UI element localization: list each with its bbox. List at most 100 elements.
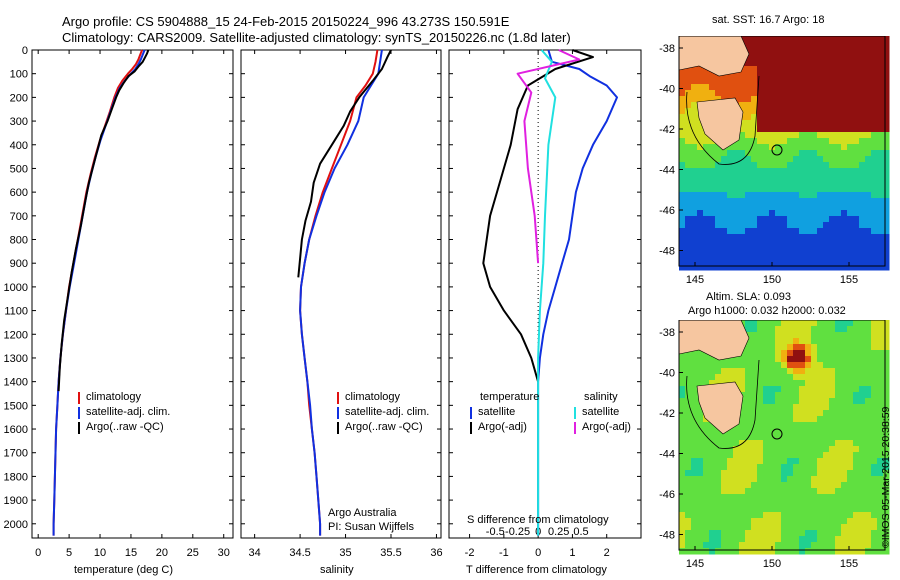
x-tick-label: 5 (66, 547, 72, 559)
legend-label: satellite-adj. clim. (86, 406, 171, 418)
map-cell (697, 162, 704, 169)
map-cell (883, 500, 890, 507)
map-cell (793, 506, 800, 513)
map-cell (871, 458, 878, 465)
map-cell (685, 518, 692, 525)
map-cell (823, 246, 830, 253)
map-cell (829, 458, 836, 465)
map-cell (847, 470, 854, 477)
map-cell (739, 464, 746, 471)
map-cell (877, 264, 884, 271)
map-cell (769, 96, 776, 103)
map-cell (763, 216, 770, 223)
map-cell (781, 192, 788, 199)
map-cell (697, 240, 704, 247)
map-cell (697, 150, 704, 157)
map-cell (709, 428, 716, 435)
map-cell (841, 66, 848, 73)
map-cell (877, 72, 884, 79)
map-cell (853, 344, 860, 351)
map-cell (679, 434, 686, 441)
map-cell (817, 60, 824, 67)
map-cell (709, 228, 716, 235)
map-cell (865, 452, 872, 459)
y-tick-label: 1700 (4, 448, 28, 460)
map-cell (883, 434, 890, 441)
map-cell (865, 350, 872, 357)
map-cell (823, 320, 830, 327)
map-cell (751, 204, 758, 211)
map-cell (745, 404, 752, 411)
map-cell (691, 216, 698, 223)
map-cell (829, 54, 836, 61)
map-cell (859, 458, 866, 465)
map-cell (781, 422, 788, 429)
map-cell (883, 350, 890, 357)
map-cell (871, 96, 878, 103)
map-cell (847, 410, 854, 417)
map-cell (775, 60, 782, 67)
map-cell (685, 416, 692, 423)
map-cell (691, 476, 698, 483)
map-cell (883, 332, 890, 339)
map-cell (793, 470, 800, 477)
map-cell (841, 192, 848, 199)
map-cell (811, 380, 818, 387)
map-cell (823, 180, 830, 187)
map-cell (769, 198, 776, 205)
map-cell (841, 114, 848, 121)
legend-swatch-satellite (78, 407, 80, 419)
map-cell (865, 524, 872, 531)
map-cell (757, 240, 764, 247)
map-cell (697, 356, 704, 363)
map-cell (865, 512, 872, 519)
map-cell (697, 264, 704, 271)
map-cell (721, 488, 728, 495)
map-cell (751, 150, 758, 157)
map-cell (883, 144, 890, 151)
map-cell (847, 332, 854, 339)
map-cell (865, 344, 872, 351)
map-cell (691, 192, 698, 199)
map-cell (691, 198, 698, 205)
map-cell (709, 156, 716, 163)
map-cell (697, 228, 704, 235)
y-tick-label: 1500 (4, 400, 28, 412)
map-cell (763, 434, 770, 441)
map-cell (727, 542, 734, 549)
map-cell (883, 416, 890, 423)
map-cell (883, 506, 890, 513)
map-cell (709, 536, 716, 543)
map-cell (811, 78, 818, 85)
map-cell (763, 264, 770, 271)
map-cell (829, 380, 836, 387)
map-cell (751, 108, 758, 115)
map-cell (865, 96, 872, 103)
map-cell (781, 36, 788, 43)
map-cell (859, 368, 866, 375)
map-cell (715, 216, 722, 223)
map-cell (811, 54, 818, 61)
map-cell (811, 132, 818, 139)
series-line (52, 49, 146, 536)
map-cell (841, 464, 848, 471)
y-tick-label: 1100 (4, 306, 28, 318)
map-cell (757, 234, 764, 241)
map-cell (769, 350, 776, 357)
map-cell (721, 150, 728, 157)
map-cell (763, 168, 770, 175)
map-cell (811, 464, 818, 471)
map-cell (841, 144, 848, 151)
map-cell (787, 332, 794, 339)
map-cell (769, 90, 776, 97)
map-cell (865, 222, 872, 229)
map-cell (781, 374, 788, 381)
map-cell (781, 108, 788, 115)
map-cell (829, 320, 836, 327)
map-cell (787, 120, 794, 127)
map-cell (751, 102, 758, 109)
map-cell (877, 374, 884, 381)
map-cell (721, 548, 728, 555)
map-cell (817, 392, 824, 399)
map-cell (703, 216, 710, 223)
